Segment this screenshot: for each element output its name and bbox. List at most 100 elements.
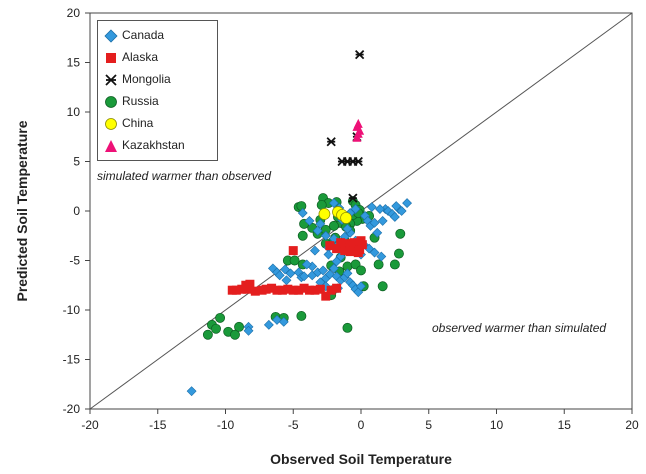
point-mongolia	[355, 49, 365, 60]
point-canada	[391, 201, 402, 211]
point-russia	[230, 329, 240, 340]
legend-marker-china	[105, 118, 117, 130]
point-russia	[328, 220, 339, 231]
point-russia	[342, 322, 353, 333]
point-alaska	[283, 284, 293, 294]
point-canada	[310, 245, 320, 256]
y-tick-label: 10	[67, 105, 81, 119]
y-tick-label: -15	[63, 353, 81, 367]
legend-label-kazakhstan: Kazakhstan	[122, 138, 185, 152]
point-china	[340, 212, 352, 224]
x-tick-label: -15	[149, 418, 167, 432]
point-alaska	[310, 285, 320, 295]
point-russia	[393, 248, 404, 259]
point-canada	[369, 217, 380, 228]
point-china	[318, 208, 331, 220]
x-tick-label: 0	[358, 418, 365, 432]
legend-item-china: China	[98, 115, 218, 131]
point-alaska	[305, 285, 315, 295]
point-alaska	[288, 285, 298, 295]
point-canada	[318, 265, 328, 276]
point-alaska	[353, 248, 363, 258]
point-russia	[211, 323, 221, 334]
point-russia	[202, 329, 213, 340]
legend-marker-alaska	[106, 53, 116, 63]
x-tick-label: 10	[490, 418, 504, 432]
point-canada	[377, 215, 388, 226]
point-canada	[315, 218, 326, 229]
y-tick-label: 15	[67, 56, 81, 70]
point-canada	[389, 212, 400, 222]
point-alaska	[242, 284, 252, 294]
point-canada	[369, 247, 380, 258]
point-russia	[234, 321, 244, 332]
point-russia	[289, 255, 300, 266]
point-russia	[377, 281, 388, 292]
point-alaska	[261, 284, 271, 294]
point-canada	[372, 227, 383, 238]
point-canada	[312, 225, 323, 236]
point-alaska	[272, 285, 282, 295]
x-tick-label: -5	[288, 418, 299, 432]
point-canada	[376, 251, 387, 262]
legend-item-canada: Canada	[98, 27, 218, 43]
legend-marker-mongolia	[105, 74, 117, 86]
x-tick-label: 15	[558, 418, 572, 432]
point-mongolia	[326, 137, 336, 147]
point-canada	[274, 270, 285, 281]
y-tick-label: -10	[63, 303, 81, 317]
point-canada	[301, 259, 312, 270]
point-canada	[328, 198, 339, 209]
point-russia	[395, 228, 406, 239]
x-tick-label: -20	[81, 418, 99, 432]
point-russia	[296, 310, 307, 321]
point-canada	[396, 206, 407, 216]
point-russia	[215, 312, 226, 323]
annotation-observed-warmer: observed warmer than simulated	[432, 321, 607, 335]
point-russia	[297, 230, 308, 241]
point-canada	[297, 208, 308, 218]
point-alaska	[299, 283, 309, 293]
point-russia	[389, 259, 400, 270]
x-axis-label: Observed Soil Temperature	[270, 451, 452, 467]
point-alaska	[267, 283, 277, 293]
point-alaska	[288, 246, 298, 256]
point-canada	[299, 271, 310, 282]
point-canada	[342, 223, 353, 234]
legend-label-alaska: Alaska	[122, 50, 159, 64]
point-canada	[328, 263, 339, 274]
y-tick-label: 20	[67, 6, 81, 20]
point-canada	[263, 319, 274, 330]
legend-item-alaska: Alaska	[98, 49, 218, 65]
legend-marker-kazakhstan	[105, 140, 117, 152]
point-canada	[280, 264, 291, 275]
point-canada	[186, 386, 197, 397]
point-alaska	[326, 285, 336, 295]
point-russia	[373, 259, 384, 270]
point-canada	[323, 249, 334, 260]
legend-label-china: China	[122, 116, 154, 130]
point-alaska	[231, 285, 241, 295]
point-alaska	[294, 285, 304, 295]
point-canada	[402, 198, 412, 209]
y-tick-label: -5	[69, 254, 80, 268]
legend-label-russia: Russia	[122, 94, 159, 108]
point-kazakhstan	[352, 132, 362, 142]
point-canada	[356, 281, 366, 292]
y-tick-label: 0	[73, 204, 80, 218]
legend-item-russia: Russia	[98, 93, 218, 109]
point-alaska	[345, 247, 355, 257]
legend: Canada Alaska Mongolia Russia China Kaza…	[97, 20, 218, 161]
point-canada	[278, 316, 289, 327]
point-russia	[356, 265, 366, 276]
point-alaska	[245, 279, 255, 289]
legend-item-mongolia: Mongolia	[98, 71, 218, 87]
y-tick-label: 5	[73, 155, 80, 169]
point-alaska	[332, 283, 342, 293]
legend-label-canada: Canada	[122, 28, 165, 42]
point-alaska	[321, 291, 331, 301]
y-tick-label: -20	[63, 402, 81, 416]
point-russia	[296, 201, 307, 211]
point-canada	[243, 325, 254, 336]
